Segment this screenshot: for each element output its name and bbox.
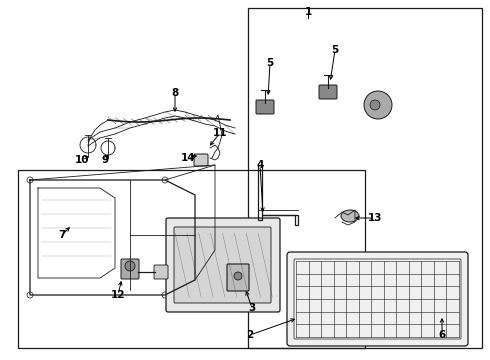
Circle shape bbox=[162, 292, 168, 298]
FancyBboxPatch shape bbox=[154, 265, 168, 279]
Text: 14: 14 bbox=[181, 153, 196, 163]
Ellipse shape bbox=[341, 210, 359, 222]
Text: 5: 5 bbox=[267, 58, 273, 68]
Text: 12: 12 bbox=[111, 290, 125, 300]
FancyBboxPatch shape bbox=[166, 218, 280, 312]
FancyBboxPatch shape bbox=[256, 100, 274, 114]
FancyBboxPatch shape bbox=[121, 259, 139, 279]
Text: 4: 4 bbox=[256, 160, 264, 170]
Circle shape bbox=[234, 272, 242, 280]
Text: 6: 6 bbox=[439, 330, 445, 340]
Text: 9: 9 bbox=[101, 155, 109, 165]
Bar bbox=[248, 8, 482, 348]
Text: 1: 1 bbox=[304, 7, 312, 17]
Text: 13: 13 bbox=[368, 213, 382, 223]
FancyBboxPatch shape bbox=[174, 227, 271, 303]
Text: 2: 2 bbox=[246, 330, 254, 340]
Circle shape bbox=[27, 177, 33, 183]
Bar bbox=[18, 170, 365, 348]
FancyBboxPatch shape bbox=[319, 85, 337, 99]
Text: 11: 11 bbox=[213, 128, 227, 138]
Text: 10: 10 bbox=[75, 155, 89, 165]
Text: 7: 7 bbox=[58, 230, 66, 240]
Text: 8: 8 bbox=[172, 88, 179, 98]
Circle shape bbox=[27, 292, 33, 298]
FancyBboxPatch shape bbox=[287, 252, 468, 346]
Text: 5: 5 bbox=[331, 45, 339, 55]
Circle shape bbox=[364, 91, 392, 119]
Circle shape bbox=[125, 261, 135, 271]
Circle shape bbox=[162, 177, 168, 183]
Circle shape bbox=[370, 100, 380, 110]
Text: 3: 3 bbox=[248, 303, 256, 313]
FancyBboxPatch shape bbox=[194, 154, 208, 166]
FancyBboxPatch shape bbox=[227, 264, 249, 291]
